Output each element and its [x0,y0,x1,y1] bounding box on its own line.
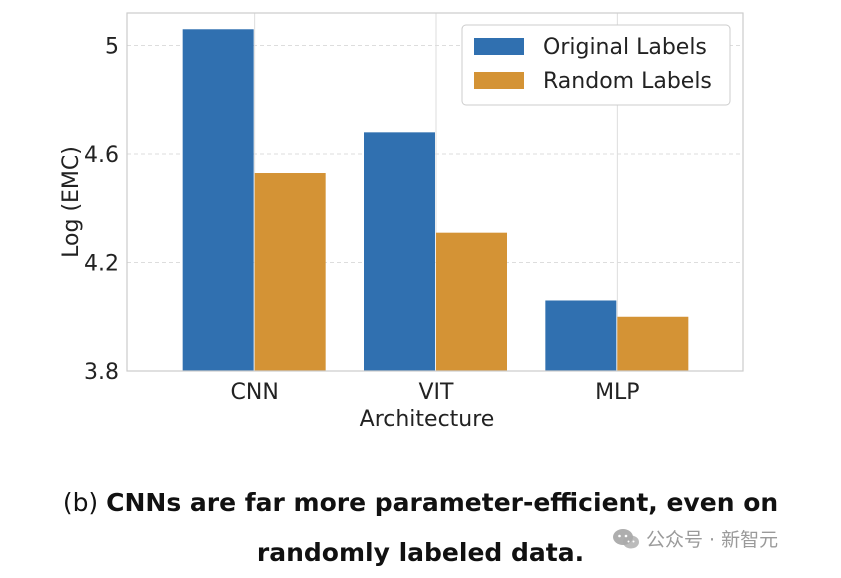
y-axis-label: Log (EMC) [59,146,84,258]
bar-cnn-original-labels [182,29,254,371]
y-tick-label: 5 [105,35,119,60]
figure-caption: (b) CNNs are far more parameter-efficien… [0,478,841,578]
bars-group [182,29,689,371]
bar-cnn-random-labels [254,173,326,371]
plot-border [126,12,744,372]
legend-swatch [474,38,524,55]
legend-label: Random Labels [543,69,712,94]
y-tick-label: 3.8 [84,360,119,385]
legend-label: Original Labels [543,35,707,60]
x-axis-label: Architecture [360,407,495,432]
x-tick-label: CNN [231,380,279,405]
bar-chart: 3.8 4.2 4.6 5 CNN VIT MLP Log (EMC) Architect… [59,12,744,432]
bar-vit-original-labels [364,132,435,371]
watermark: 公众号 · 新智元 [612,525,778,552]
caption-prefix: (b) [62,488,107,517]
watermark-text: 公众号 · 新智元 [646,529,779,551]
y-tick-labels: 3.8 4.2 4.6 5 [84,35,119,385]
legend-swatch [474,72,524,89]
x-tick-label: VIT [419,380,455,405]
y-tick-label: 4.2 [84,252,119,277]
x-tick-label: MLP [595,380,640,405]
bar-vit-random-labels [436,232,507,371]
y-tick-label: 4.6 [84,143,119,168]
bar-mlp-random-labels [617,316,689,371]
bar-mlp-original-labels [545,300,617,371]
x-tick-labels: CNN VIT MLP [231,380,640,405]
legend-box [461,24,731,106]
legend: Original Labels Random Labels [461,24,731,106]
wechat-icon [613,528,639,548]
caption-text: CNNs are far more parameter-efficient, e… [106,488,779,567]
